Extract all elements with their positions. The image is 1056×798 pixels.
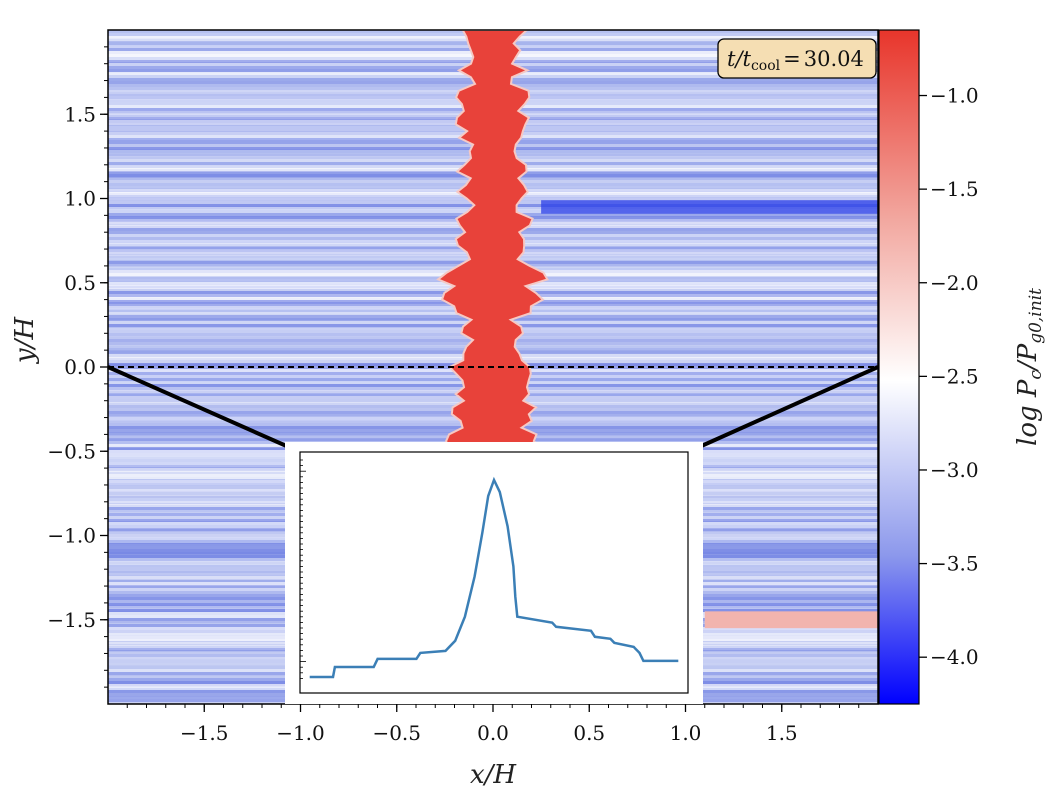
- colorbar-label-log: log P: [1013, 379, 1043, 446]
- colorbar-label-sub2: g0,init: [1026, 288, 1046, 344]
- time-annotation: t/tcool = 30.04: [717, 38, 877, 79]
- y-tick-label: −1.0: [47, 524, 96, 548]
- inset-ticks: [300, 459, 306, 679]
- x-tick-label: 1.5: [766, 721, 798, 745]
- y-tick-label: 1.0: [64, 187, 96, 211]
- dark-blue-band: [541, 200, 878, 214]
- x-tick-label: 1.0: [670, 721, 702, 745]
- colorbar-tick-label: −4.0: [930, 645, 979, 669]
- colorbar-tick-label: −1.0: [930, 84, 979, 108]
- time-var: t/t: [727, 47, 752, 71]
- colorbar-label-sub: c: [1026, 370, 1046, 380]
- inset-frame: [299, 451, 689, 694]
- colorbar-tick-label: −3.5: [930, 552, 979, 576]
- time-sub: cool: [751, 58, 781, 74]
- x-tick-label: −1.5: [180, 721, 229, 745]
- y-tick-label: −1.5: [47, 608, 96, 632]
- colorbar-tick-label: −1.5: [930, 177, 979, 201]
- y-axis-ticks: 1.5 1.0 0.5 0.0 −0.5 −1.0 −1.5: [47, 46, 108, 688]
- colorbar-tick-label: −3.0: [930, 458, 979, 482]
- inset-connector-left: [107, 365, 301, 454]
- y-axis-label: y/H: [10, 316, 40, 364]
- x-axis-label: x/H: [470, 760, 517, 790]
- y-tick-label: 1.5: [64, 102, 96, 126]
- colorbar: −1.0 −1.5 −2.0 −2.5 −3.0 −3.5 −4.0 log Pc/Pg0,…: [878, 29, 1046, 705]
- x-tick-label: 0.5: [573, 721, 605, 745]
- y-tick-label: −0.5: [47, 439, 96, 463]
- colorbar-tick-label: −2.5: [930, 364, 979, 388]
- svg-text:t/tcool=30.04: t/tcool = 30.04: [727, 47, 864, 74]
- colorbar-tick-label: −2.0: [930, 271, 979, 295]
- inset-profile-line: [309, 476, 679, 679]
- x-tick-label: −1.0: [276, 721, 325, 745]
- inset-plot: [285, 442, 703, 704]
- time-value: 30.04: [804, 47, 864, 71]
- colorbar-gradient: [878, 29, 920, 705]
- inset-connector-right: [687, 365, 879, 454]
- y-tick-label: 0.5: [64, 271, 96, 295]
- colorbar-label-div: /P: [1013, 343, 1043, 373]
- x-axis-ticks: −1.5 −1.0 −0.5 0.0 0.5 1.0 1.5: [126, 704, 860, 745]
- y-tick-label: 0.0: [64, 355, 96, 379]
- pink-band: [704, 611, 878, 629]
- inset-white-panel: [285, 442, 703, 704]
- time-eq: =: [783, 47, 801, 71]
- colorbar-label: log Pc/Pg0,init: [1013, 288, 1046, 446]
- colorbar-ticks: −1.0 −1.5 −2.0 −2.5 −3.0 −3.5 −4.0: [919, 84, 979, 669]
- x-tick-label: 0.0: [477, 721, 509, 745]
- x-tick-label: −0.5: [372, 721, 421, 745]
